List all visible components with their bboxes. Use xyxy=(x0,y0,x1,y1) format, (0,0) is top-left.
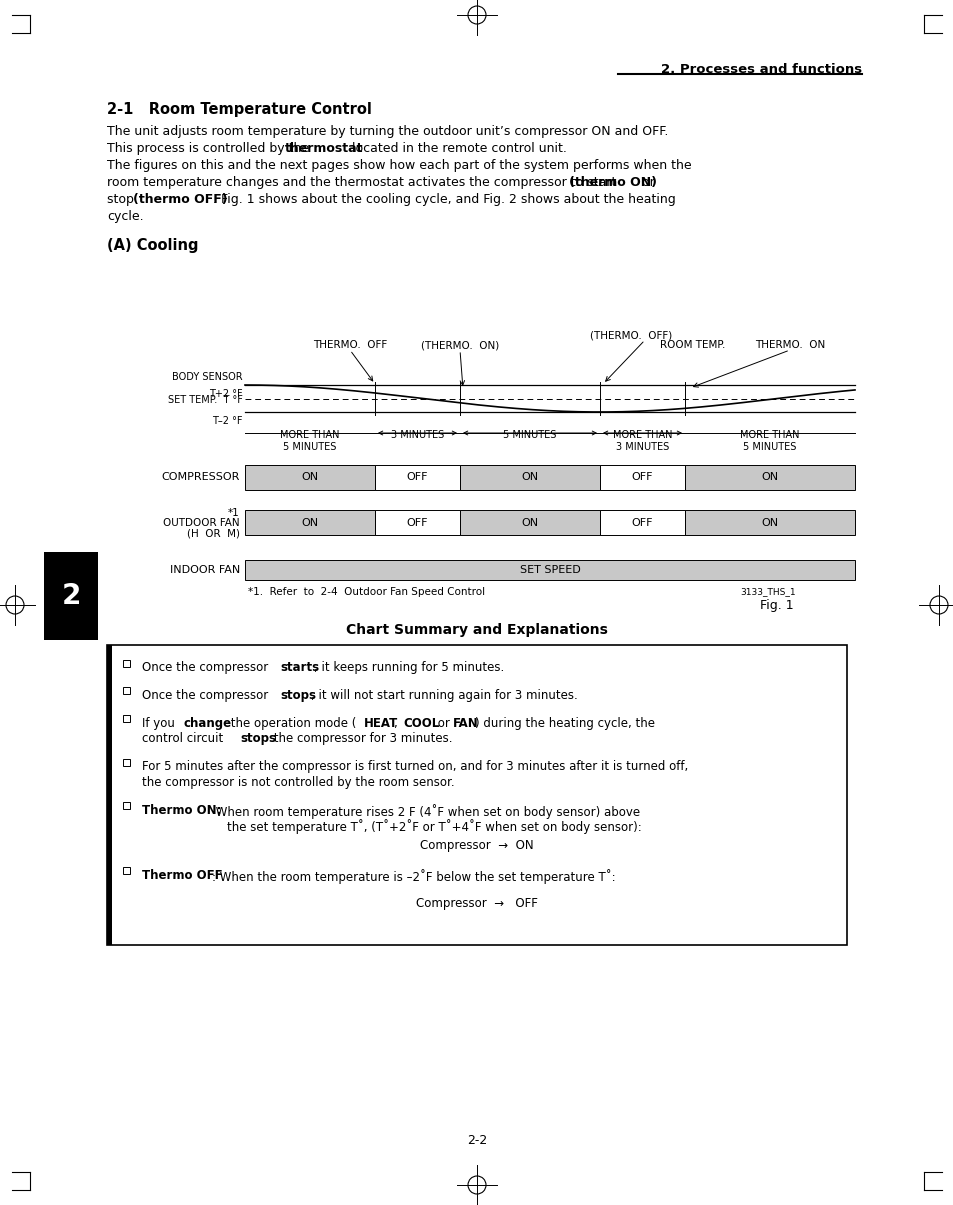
Text: the compressor is not controlled by the room sensor.: the compressor is not controlled by the … xyxy=(142,776,455,789)
Bar xyxy=(459,510,599,535)
Text: OFF: OFF xyxy=(631,517,653,528)
Text: MORE THAN
5 MINUTES: MORE THAN 5 MINUTES xyxy=(740,430,799,452)
Text: When room temperature rises 2 F (4˚F when set on body sensor) above: When room temperature rises 2 F (4˚F whe… xyxy=(212,804,639,818)
Text: T–2 °F: T–2 °F xyxy=(213,416,243,427)
Text: Compressor  →  ON: Compressor → ON xyxy=(419,839,534,852)
Text: change: change xyxy=(184,717,232,730)
Bar xyxy=(123,759,130,765)
Text: Once the compressor: Once the compressor xyxy=(142,689,272,701)
Text: or: or xyxy=(638,176,654,189)
Bar xyxy=(375,510,459,535)
Text: FAN: FAN xyxy=(453,717,478,730)
Text: COOL: COOL xyxy=(402,717,438,730)
Text: For 5 minutes after the compressor is first turned on, and for 3 minutes after i: For 5 minutes after the compressor is fi… xyxy=(142,760,687,774)
Text: OUTDOOR FAN: OUTDOOR FAN xyxy=(163,518,240,528)
Bar xyxy=(245,510,375,535)
Text: This process is controlled by the: This process is controlled by the xyxy=(107,142,313,155)
Bar xyxy=(123,687,130,694)
Text: ON: ON xyxy=(521,517,538,528)
Text: T+2 °F: T+2 °F xyxy=(209,389,243,399)
Text: SET SPEED: SET SPEED xyxy=(519,565,579,575)
Text: the operation mode (: the operation mode ( xyxy=(227,717,356,730)
Text: If you: If you xyxy=(142,717,178,730)
Text: stops: stops xyxy=(240,733,275,746)
Text: THERMO.  OFF: THERMO. OFF xyxy=(313,340,387,349)
Text: (THERMO.  ON): (THERMO. ON) xyxy=(420,340,498,349)
Text: room temperature changes and the thermostat activates the compressor to start: room temperature changes and the thermos… xyxy=(107,176,619,189)
Text: HEAT: HEAT xyxy=(364,717,397,730)
Text: ,: , xyxy=(394,717,401,730)
Text: starts: starts xyxy=(280,662,319,674)
Bar xyxy=(44,552,98,640)
Bar xyxy=(375,465,459,490)
Bar xyxy=(123,716,130,722)
Text: Chart Summary and Explanations: Chart Summary and Explanations xyxy=(346,623,607,637)
Text: or: or xyxy=(434,717,453,730)
Text: Once the compressor: Once the compressor xyxy=(142,662,272,674)
Text: MORE THAN
5 MINUTES: MORE THAN 5 MINUTES xyxy=(280,430,339,452)
Text: ROOM TEMP.: ROOM TEMP. xyxy=(659,340,724,349)
Text: The figures on this and the next pages show how each part of the system performs: The figures on this and the next pages s… xyxy=(107,159,691,172)
Text: MORE THAN
3 MINUTES: MORE THAN 3 MINUTES xyxy=(612,430,672,452)
Text: stops: stops xyxy=(280,689,315,701)
Text: 2. Processes and functions: 2. Processes and functions xyxy=(660,63,862,76)
Text: Thermo OFF: Thermo OFF xyxy=(142,869,222,882)
Text: 2-2: 2-2 xyxy=(466,1134,487,1147)
Text: 3 MINUTES: 3 MINUTES xyxy=(391,430,444,440)
Bar xyxy=(123,803,130,809)
Text: OFF: OFF xyxy=(406,517,428,528)
Bar xyxy=(684,465,854,490)
Text: Fig. 1: Fig. 1 xyxy=(760,599,793,612)
Text: 5 MINUTES: 5 MINUTES xyxy=(503,430,557,440)
Bar xyxy=(123,868,130,874)
Text: 2-1   Room Temperature Control: 2-1 Room Temperature Control xyxy=(107,102,372,117)
Text: *1.  Refer  to  2-4  Outdoor Fan Speed Control: *1. Refer to 2-4 Outdoor Fan Speed Contr… xyxy=(248,587,485,596)
Text: stop: stop xyxy=(107,193,138,206)
Text: cycle.: cycle. xyxy=(107,210,144,223)
Text: 3133_THS_1: 3133_THS_1 xyxy=(740,587,795,596)
Bar xyxy=(684,510,854,535)
Text: THERMO.  ON: THERMO. ON xyxy=(754,340,824,349)
Text: ON: ON xyxy=(301,472,318,482)
Text: Compressor  →   OFF: Compressor → OFF xyxy=(416,897,537,910)
Text: (A) Cooling: (A) Cooling xyxy=(107,239,198,253)
Text: , it keeps running for 5 minutes.: , it keeps running for 5 minutes. xyxy=(314,662,504,674)
Bar xyxy=(107,645,112,945)
Bar xyxy=(107,645,846,945)
Text: ON: ON xyxy=(760,472,778,482)
Text: ON: ON xyxy=(521,472,538,482)
Text: ON: ON xyxy=(301,517,318,528)
Text: ) during the heating cycle, the: ) during the heating cycle, the xyxy=(475,717,655,730)
Text: : When the room temperature is –2˚F below the set temperature T˚:: : When the room temperature is –2˚F belo… xyxy=(212,869,615,883)
Text: control circuit: control circuit xyxy=(142,733,227,746)
Bar xyxy=(123,659,130,666)
Text: *1: *1 xyxy=(228,509,240,518)
Bar xyxy=(245,465,375,490)
Text: The unit adjusts room temperature by turning the outdoor unit’s compressor ON an: The unit adjusts room temperature by tur… xyxy=(107,125,668,139)
Bar xyxy=(599,510,684,535)
Text: the compressor for 3 minutes.: the compressor for 3 minutes. xyxy=(270,733,452,746)
Text: OFF: OFF xyxy=(631,472,653,482)
Text: (THERMO.  OFF): (THERMO. OFF) xyxy=(589,330,672,340)
Text: BODY SENSOR: BODY SENSOR xyxy=(172,372,243,382)
Bar xyxy=(459,465,599,490)
Text: (H  OR  M): (H OR M) xyxy=(187,529,240,539)
Text: COMPRESSOR: COMPRESSOR xyxy=(161,472,240,482)
Text: OFF: OFF xyxy=(406,472,428,482)
Text: ON: ON xyxy=(760,517,778,528)
Text: , it will not start running again for 3 minutes.: , it will not start running again for 3 … xyxy=(311,689,578,701)
Bar xyxy=(599,465,684,490)
Text: thermostat: thermostat xyxy=(285,142,363,155)
Text: . Fig. 1 shows about the cooling cycle, and Fig. 2 shows about the heating: . Fig. 1 shows about the cooling cycle, … xyxy=(213,193,675,206)
Text: (thermo OFF): (thermo OFF) xyxy=(132,193,228,206)
Text: SET TEMP.  T °F: SET TEMP. T °F xyxy=(168,395,243,405)
Bar xyxy=(245,560,854,580)
Text: (thermo ON): (thermo ON) xyxy=(568,176,657,189)
Text: 2: 2 xyxy=(61,582,81,610)
Text: INDOOR FAN: INDOOR FAN xyxy=(170,565,240,575)
Text: located in the remote control unit.: located in the remote control unit. xyxy=(348,142,566,155)
Text: the set temperature T˚, (T˚+2˚F or T˚+4˚F when set on body sensor):: the set temperature T˚, (T˚+2˚F or T˚+4˚… xyxy=(227,819,641,834)
Text: Thermo ON:: Thermo ON: xyxy=(142,804,221,817)
